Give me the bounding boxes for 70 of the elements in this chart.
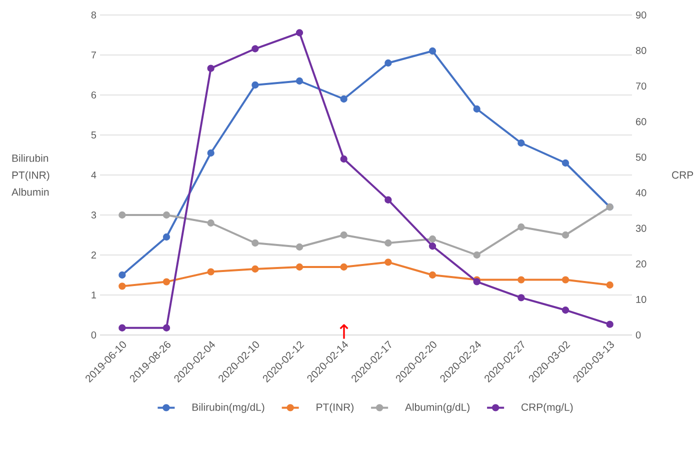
point bbox=[606, 320, 614, 328]
y2-tick-label: 50 bbox=[636, 154, 646, 161]
point bbox=[340, 155, 348, 163]
y2-axis-title: CRP bbox=[672, 171, 694, 179]
point bbox=[384, 196, 392, 204]
point bbox=[606, 281, 614, 289]
point bbox=[518, 223, 525, 231]
y-tick-label: 6 bbox=[91, 91, 96, 99]
point bbox=[562, 306, 570, 314]
y-tick-label: 2 bbox=[91, 252, 96, 258]
point bbox=[207, 268, 214, 276]
y2-tick-label: 30 bbox=[636, 224, 646, 232]
y-tick-label: 8 bbox=[91, 11, 96, 19]
point bbox=[473, 105, 480, 113]
y-tick-label: 4 bbox=[91, 172, 96, 178]
legend-label: PT(INR) bbox=[316, 403, 354, 413]
point bbox=[296, 263, 304, 271]
point bbox=[252, 81, 259, 89]
point bbox=[428, 242, 436, 250]
legend-label: Bilirubin(mg/dL) bbox=[192, 403, 264, 413]
point bbox=[384, 59, 392, 67]
point bbox=[473, 251, 480, 259]
y2-tick-label: 40 bbox=[636, 189, 646, 196]
y-tick-label: 7 bbox=[91, 52, 96, 58]
point bbox=[252, 45, 259, 52]
point bbox=[340, 263, 348, 271]
point bbox=[252, 239, 259, 247]
point bbox=[252, 265, 259, 273]
y2-tick-label: 10 bbox=[636, 296, 646, 303]
point bbox=[118, 282, 126, 290]
point bbox=[340, 95, 348, 103]
y2-tick-label: 90 bbox=[636, 11, 646, 19]
annotation: ↑ bbox=[340, 324, 348, 339]
point bbox=[518, 139, 525, 147]
point bbox=[384, 239, 392, 247]
y-tick-label: 0 bbox=[91, 331, 96, 339]
y2-tick-label: 0 bbox=[636, 331, 641, 339]
legend-label: Albumin(g/dL) bbox=[405, 403, 470, 413]
point bbox=[296, 29, 304, 36]
point bbox=[518, 294, 525, 302]
point bbox=[562, 276, 570, 284]
y-axis-title: Bilirubin PT(INR) Albumin bbox=[12, 154, 50, 196]
y2-tick-label: 60 bbox=[636, 118, 646, 126]
point bbox=[296, 77, 304, 85]
point bbox=[428, 271, 436, 279]
point bbox=[118, 211, 126, 219]
point bbox=[296, 243, 304, 251]
legend-label: CRP(mg/L) bbox=[522, 403, 573, 413]
point bbox=[562, 159, 570, 167]
point bbox=[340, 231, 348, 239]
point bbox=[207, 219, 214, 227]
point bbox=[207, 64, 214, 72]
y-tick-label: 5 bbox=[91, 132, 96, 138]
y2-tick-label: 20 bbox=[636, 260, 646, 268]
point bbox=[118, 271, 126, 279]
y2-tick-label: 80 bbox=[636, 47, 646, 54]
point bbox=[428, 47, 436, 55]
y2-tick-label: 70 bbox=[636, 82, 646, 90]
point bbox=[162, 233, 170, 241]
point bbox=[207, 149, 214, 157]
point bbox=[428, 235, 436, 243]
point bbox=[162, 324, 170, 332]
y-tick-label: 1 bbox=[92, 292, 96, 298]
point bbox=[518, 276, 525, 284]
y-tick-label: 3 bbox=[91, 211, 96, 219]
point bbox=[162, 211, 170, 219]
point bbox=[384, 258, 392, 266]
point bbox=[562, 231, 570, 239]
point bbox=[118, 324, 126, 332]
point bbox=[162, 278, 170, 286]
